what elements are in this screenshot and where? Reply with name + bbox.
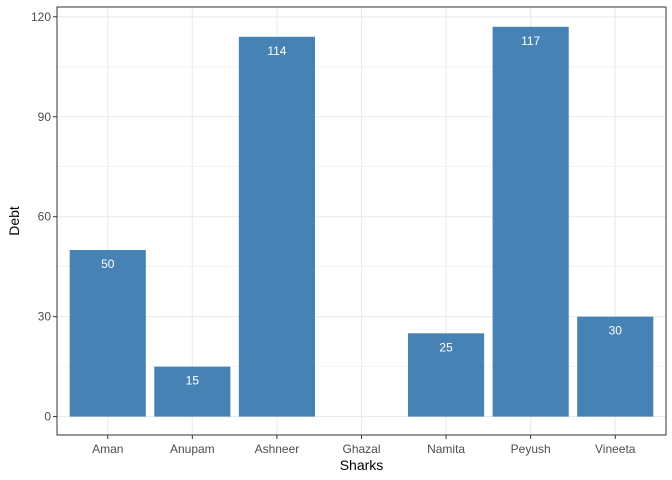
bar-aman [69, 250, 146, 417]
x-tick-label: Vineeta [595, 442, 636, 456]
y-axis: 0 30 60 90 120 [31, 10, 57, 424]
x-tick-label: Ashneer [255, 442, 300, 456]
x-axis: Aman Anupam Ashneer Ghazal Namita Peyush Vinee… [92, 435, 636, 456]
bar-value-label: 117 [521, 34, 540, 48]
bar-namita [408, 333, 485, 417]
x-axis-title: Sharks [340, 457, 384, 473]
y-tick-label: 0 [44, 410, 51, 424]
bar-vineeta [577, 316, 654, 417]
bars [69, 26, 654, 417]
y-tick-label: 60 [38, 210, 52, 224]
bar-anupam [154, 366, 231, 417]
bar-ashneer [238, 36, 315, 417]
x-tick-label: Aman [92, 442, 123, 456]
y-tick-label: 30 [38, 310, 52, 324]
bar-value-label: 15 [186, 374, 200, 388]
x-tick-label: Peyush [511, 442, 551, 456]
x-tick-label: Ghazal [342, 442, 380, 456]
bar-value-label: 114 [267, 44, 286, 58]
grid-lines [57, 7, 666, 435]
bar-value-label: 30 [609, 324, 623, 338]
y-tick-label: 120 [31, 10, 51, 24]
bar-value-label: 50 [101, 257, 115, 271]
x-tick-label: Anupam [170, 442, 215, 456]
x-tick-label: Namita [427, 442, 465, 456]
bar-peyush [492, 26, 569, 417]
y-tick-label: 90 [38, 110, 52, 124]
y-axis-title: Debt [6, 206, 22, 236]
data-labels: 50 15 114 25 117 30 [101, 34, 622, 388]
bar-value-label: 25 [439, 340, 453, 354]
